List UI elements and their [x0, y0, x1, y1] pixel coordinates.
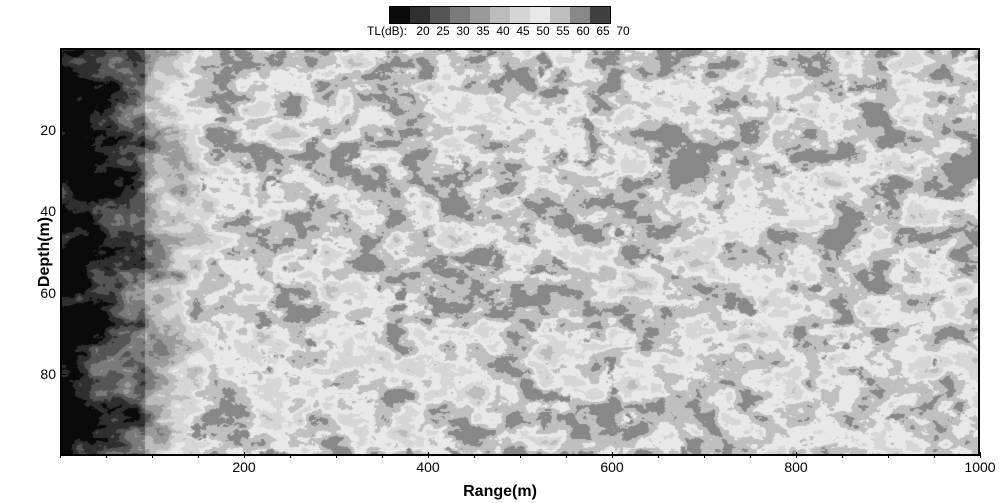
heatmap-canvas [62, 50, 978, 454]
x-tick-mark-minor [106, 454, 107, 458]
colorbar-swatches [389, 6, 611, 24]
x-tick-label: 600 [600, 459, 623, 475]
y-tick-mark [60, 130, 66, 131]
colorbar-tick: 25 [433, 24, 453, 38]
colorbar-swatch [510, 7, 530, 23]
y-tick-mark [60, 211, 66, 212]
colorbar-swatch [470, 7, 490, 23]
colorbar-tick: 70 [613, 24, 633, 38]
colorbar-swatch [530, 7, 550, 23]
y-tick-label: 80 [40, 366, 56, 382]
x-tick-mark [428, 452, 429, 458]
x-tick-mark-minor [888, 454, 889, 458]
x-tick-mark-minor [520, 454, 521, 458]
colorbar-swatch [390, 7, 410, 23]
x-tick-label: 800 [784, 459, 807, 475]
x-tick-mark [980, 452, 981, 458]
x-tick-mark-minor [704, 454, 705, 458]
colorbar-swatch [430, 7, 450, 23]
x-tick-mark-minor [60, 454, 61, 458]
y-tick-label: 60 [40, 285, 56, 301]
colorbar-label: TL(dB): [367, 24, 407, 38]
x-tick-mark-minor [750, 454, 751, 458]
y-tick-mark [60, 293, 66, 294]
x-tick-label: 400 [416, 459, 439, 475]
colorbar [389, 6, 611, 24]
x-tick-mark [796, 452, 797, 458]
y-tick-label: 20 [40, 122, 56, 138]
x-tick-mark-minor [382, 454, 383, 458]
x-tick-mark [244, 452, 245, 458]
x-tick-mark-minor [152, 454, 153, 458]
colorbar-swatch [410, 7, 430, 23]
colorbar-tick: 30 [453, 24, 473, 38]
x-tick-label: 200 [232, 459, 255, 475]
x-tick-mark-minor [934, 454, 935, 458]
colorbar-swatch [550, 7, 570, 23]
colorbar-swatch [490, 7, 510, 23]
colorbar-tick: 20 [413, 24, 433, 38]
colorbar-tick: 65 [593, 24, 613, 38]
y-tick-mark [60, 374, 66, 375]
x-tick-mark-minor [842, 454, 843, 458]
colorbar-swatch [570, 7, 590, 23]
x-tick-mark-minor [474, 454, 475, 458]
x-tick-label: 1000 [964, 459, 995, 475]
y-tick-label: 40 [40, 203, 56, 219]
chart-container: TL(dB): 2025303540455055606570 Depth(m) … [0, 0, 1000, 503]
colorbar-tick: 55 [553, 24, 573, 38]
x-tick-mark [612, 452, 613, 458]
colorbar-tick: 60 [573, 24, 593, 38]
x-tick-mark-minor [658, 454, 659, 458]
x-tick-mark-minor [566, 454, 567, 458]
colorbar-tick: 35 [473, 24, 493, 38]
y-axis-label: Depth(m) [36, 216, 54, 286]
colorbar-swatch [590, 7, 610, 23]
colorbar-swatch [450, 7, 470, 23]
colorbar-tick: 50 [533, 24, 553, 38]
colorbar-tick: 45 [513, 24, 533, 38]
colorbar-tick: 40 [493, 24, 513, 38]
plot-area [60, 48, 980, 456]
x-axis-label: Range(m) [463, 483, 537, 501]
x-tick-mark-minor [290, 454, 291, 458]
x-tick-mark-minor [336, 454, 337, 458]
x-tick-mark-minor [198, 454, 199, 458]
colorbar-ticks: TL(dB): 2025303540455055606570 [367, 24, 633, 38]
